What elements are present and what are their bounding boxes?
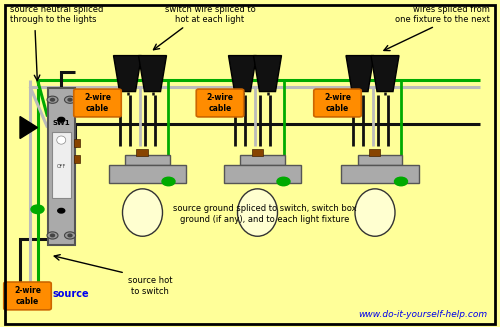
Polygon shape [371,56,399,92]
Circle shape [64,232,76,239]
Polygon shape [138,56,166,92]
Text: wires spliced from
one fixture to the next: wires spliced from one fixture to the ne… [395,5,490,24]
Circle shape [68,234,72,237]
FancyBboxPatch shape [74,89,121,117]
Text: SW1: SW1 [52,120,70,126]
Polygon shape [114,56,141,92]
Text: 2-wire
cable: 2-wire cable [206,93,234,113]
Circle shape [277,177,290,186]
FancyBboxPatch shape [196,89,244,117]
Circle shape [394,177,407,186]
Text: source hot
to switch: source hot to switch [128,276,172,296]
FancyBboxPatch shape [125,155,170,165]
Polygon shape [254,56,281,92]
Text: source neutral spliced
through to the lights: source neutral spliced through to the li… [10,5,104,24]
Ellipse shape [122,189,162,236]
Text: 2-wire
cable: 2-wire cable [324,93,351,113]
Ellipse shape [238,189,278,236]
Circle shape [47,96,58,103]
Circle shape [50,98,54,101]
Circle shape [47,232,58,239]
Polygon shape [228,56,256,92]
Circle shape [58,117,65,122]
Text: source ground spliced to switch, switch box
ground (if any), and to each light f: source ground spliced to switch, switch … [173,204,357,224]
Ellipse shape [57,136,66,144]
Circle shape [31,205,44,214]
Polygon shape [346,56,374,92]
FancyBboxPatch shape [252,149,262,156]
FancyBboxPatch shape [52,132,71,198]
Circle shape [68,98,72,101]
FancyBboxPatch shape [341,165,419,183]
FancyBboxPatch shape [108,165,186,183]
FancyBboxPatch shape [48,88,75,245]
FancyBboxPatch shape [74,139,80,147]
Text: 2-wire
cable: 2-wire cable [84,93,111,113]
FancyBboxPatch shape [358,155,403,165]
Polygon shape [20,116,38,139]
FancyBboxPatch shape [136,149,147,156]
Circle shape [58,208,65,213]
Circle shape [162,177,175,186]
FancyBboxPatch shape [74,155,80,163]
FancyBboxPatch shape [240,155,285,165]
Text: www.do-it-yourself-help.com: www.do-it-yourself-help.com [358,310,488,319]
Circle shape [64,96,76,103]
FancyBboxPatch shape [4,282,51,310]
Text: source: source [52,289,89,299]
Text: OFF: OFF [56,164,66,169]
FancyBboxPatch shape [369,149,380,156]
Text: switch wire spliced to
hot at each light: switch wire spliced to hot at each light [164,5,256,24]
Text: 2-wire
cable: 2-wire cable [14,286,41,306]
FancyBboxPatch shape [314,89,361,117]
Ellipse shape [355,189,395,236]
FancyBboxPatch shape [224,165,301,183]
Circle shape [50,234,54,237]
